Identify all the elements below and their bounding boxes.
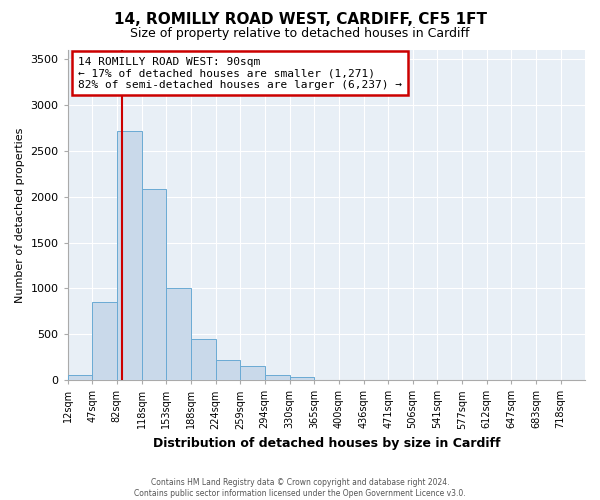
Bar <box>191 339 216 380</box>
Bar <box>216 360 240 380</box>
Y-axis label: Number of detached properties: Number of detached properties <box>15 128 25 303</box>
Text: Contains HM Land Registry data © Crown copyright and database right 2024.
Contai: Contains HM Land Registry data © Crown c… <box>134 478 466 498</box>
Bar <box>142 190 166 380</box>
Text: 14 ROMILLY ROAD WEST: 90sqm
← 17% of detached houses are smaller (1,271)
82% of : 14 ROMILLY ROAD WEST: 90sqm ← 17% of det… <box>78 56 402 90</box>
Bar <box>68 375 92 380</box>
Bar <box>116 130 142 380</box>
X-axis label: Distribution of detached houses by size in Cardiff: Distribution of detached houses by size … <box>152 437 500 450</box>
Bar <box>166 288 191 380</box>
Bar <box>92 302 116 380</box>
Bar <box>240 366 265 380</box>
Bar <box>290 378 314 380</box>
Text: 14, ROMILLY ROAD WEST, CARDIFF, CF5 1FT: 14, ROMILLY ROAD WEST, CARDIFF, CF5 1FT <box>113 12 487 28</box>
Text: Size of property relative to detached houses in Cardiff: Size of property relative to detached ho… <box>130 28 470 40</box>
Bar <box>265 375 290 380</box>
